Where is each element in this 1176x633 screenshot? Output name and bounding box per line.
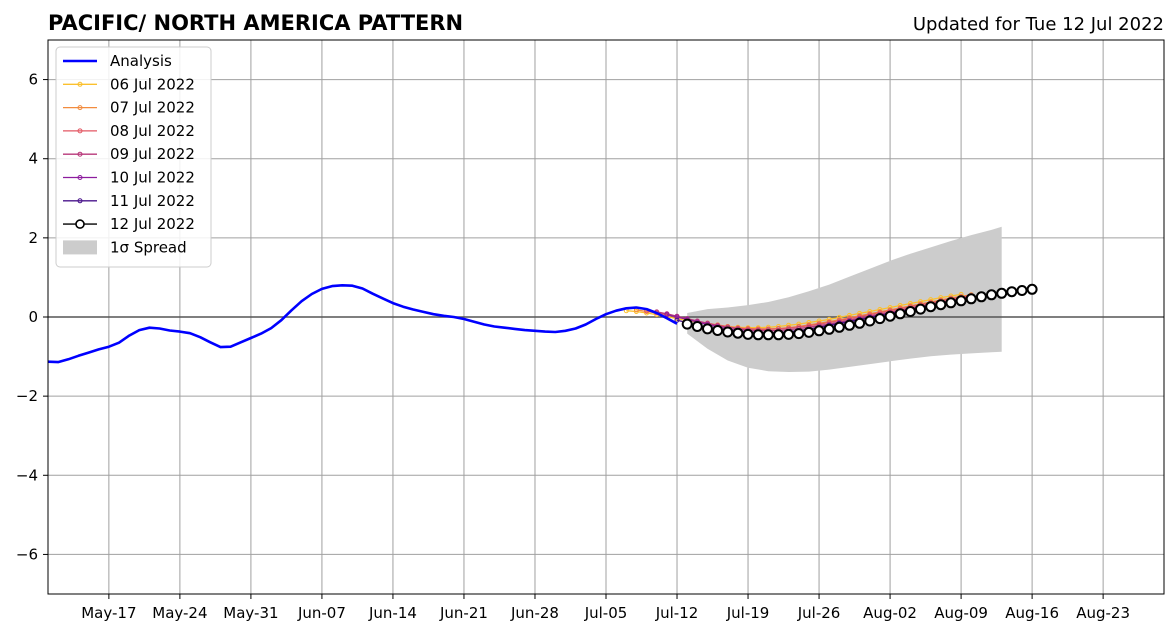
analysis-line	[47, 283, 678, 364]
y-tick-label: 0	[28, 308, 38, 326]
latest-forecast-point	[955, 295, 967, 307]
x-tick-label: Jun-07	[297, 604, 346, 622]
legend-marker	[77, 81, 83, 87]
legend-label: 06 Jul 2022	[110, 75, 195, 93]
latest-forecast-point	[813, 325, 825, 337]
latest-forecast-point	[742, 328, 754, 340]
latest-forecast-point	[894, 308, 906, 320]
legend-entry: 09 Jul 2022	[63, 145, 195, 163]
latest-forecast-point	[762, 329, 774, 341]
chart-title: PACIFIC/ NORTH AMERICA PATTERN	[48, 11, 463, 35]
legend-label: 07 Jul 2022	[110, 99, 195, 117]
legend-marker	[77, 151, 83, 157]
latest-forecast-point	[965, 293, 977, 305]
latest-forecast-point	[702, 323, 713, 335]
latest-forecast-point	[722, 326, 734, 338]
latest-forecast-point	[833, 321, 845, 333]
latest-forecast-point	[752, 329, 764, 341]
series-layer	[47, 283, 1038, 364]
latest-forecast-point	[773, 329, 784, 341]
latest-forecast-series	[681, 283, 1038, 341]
x-tick-label: Jun-28	[510, 604, 559, 622]
legend-label: 11 Jul 2022	[110, 192, 195, 210]
latest-forecast-point	[844, 319, 855, 331]
legend-label: 12 Jul 2022	[110, 215, 195, 233]
legend-label: 1σ Spread	[110, 238, 187, 256]
x-tick-label: Aug-09	[934, 604, 988, 622]
y-tick-label: 2	[28, 229, 38, 247]
legend-entry: 10 Jul 2022	[63, 169, 195, 187]
forecast-point	[664, 312, 670, 318]
x-tick-label: May-31	[223, 604, 278, 622]
latest-forecast-point	[1016, 285, 1028, 296]
latest-forecast-point	[803, 326, 815, 338]
legend: Analysis 06 Jul 2022 07 Jul 2022 08 Jul 202…	[55, 46, 212, 268]
legend-entry: 08 Jul 2022	[63, 122, 195, 140]
latest-forecast-point	[681, 318, 693, 330]
legend-label: 10 Jul 2022	[110, 169, 195, 187]
x-tick-label: Jul-19	[726, 604, 770, 622]
latest-forecast-point	[1026, 283, 1038, 295]
y-tick-label: 6	[28, 71, 38, 89]
y-tick-label: −2	[16, 387, 38, 405]
legend-swatch	[63, 240, 97, 255]
y-tick-label: −6	[16, 545, 38, 563]
legend-entry: Analysis	[63, 52, 172, 70]
latest-forecast-point	[712, 325, 724, 336]
x-tick-label: Jul-26	[797, 604, 841, 622]
legend-label: Analysis	[110, 52, 172, 70]
axis-ticks: May-17 May-24 May-31 Jun-07 Jun-14 Jun-21 Jun-…	[16, 71, 1130, 622]
y-tick-label: −4	[16, 466, 38, 484]
latest-forecast-point	[783, 328, 795, 340]
x-tick-label: Jul-05	[584, 604, 628, 622]
chart-subtitle: Updated for Tue 12 Jul 2022	[913, 14, 1164, 35]
latest-forecast-point	[925, 301, 937, 313]
legend-entry: 11 Jul 2022	[63, 192, 195, 210]
forecast-line	[626, 293, 962, 329]
forecast-point	[674, 314, 680, 320]
latest-forecast-point	[996, 287, 1008, 299]
legend-marker	[77, 105, 83, 111]
y-tick-label: 4	[28, 150, 38, 168]
legend-label: 09 Jul 2022	[110, 145, 195, 163]
latest-forecast-point	[935, 299, 947, 311]
legend-entry: 07 Jul 2022	[63, 99, 195, 117]
forecast-point	[633, 309, 639, 314]
latest-forecast-point	[975, 291, 987, 303]
x-tick-label: Aug-23	[1076, 604, 1130, 622]
x-tick-label: May-24	[152, 604, 207, 622]
latest-forecast-point	[732, 327, 744, 339]
x-tick-label: Jun-14	[368, 604, 417, 622]
latest-forecast-point	[823, 323, 835, 335]
latest-forecast-point	[986, 289, 997, 301]
latest-forecast-point	[915, 303, 926, 315]
latest-forecast-point	[1006, 286, 1018, 298]
latest-forecast-point	[945, 297, 957, 309]
x-tick-label: Jul-12	[655, 604, 699, 622]
legend-entry: 12 Jul 2022	[63, 215, 195, 233]
legend-marker	[77, 175, 83, 180]
forecast-point	[674, 317, 680, 323]
latest-forecast-point	[884, 310, 896, 322]
latest-forecast-point	[793, 328, 805, 340]
legend-marker	[77, 198, 83, 204]
latest-forecast-point	[874, 313, 886, 325]
legend-marker	[75, 219, 85, 229]
x-tick-label: Aug-02	[863, 604, 917, 622]
legend-entry: 1σ Spread	[63, 238, 187, 256]
legend-entry: 06 Jul 2022	[63, 75, 195, 93]
x-tick-label: Jun-21	[439, 604, 488, 622]
legend-frame	[55, 46, 212, 268]
legend-label: 08 Jul 2022	[110, 122, 195, 140]
plot-frame	[47, 39, 1165, 595]
legend-marker	[77, 128, 83, 134]
latest-forecast-point	[691, 321, 703, 332]
x-tick-label: May-17	[81, 604, 136, 622]
x-tick-label: Aug-16	[1005, 604, 1059, 622]
latest-forecast-point	[854, 317, 866, 329]
latest-forecast-point	[864, 315, 876, 327]
latest-forecast-point	[904, 306, 916, 317]
